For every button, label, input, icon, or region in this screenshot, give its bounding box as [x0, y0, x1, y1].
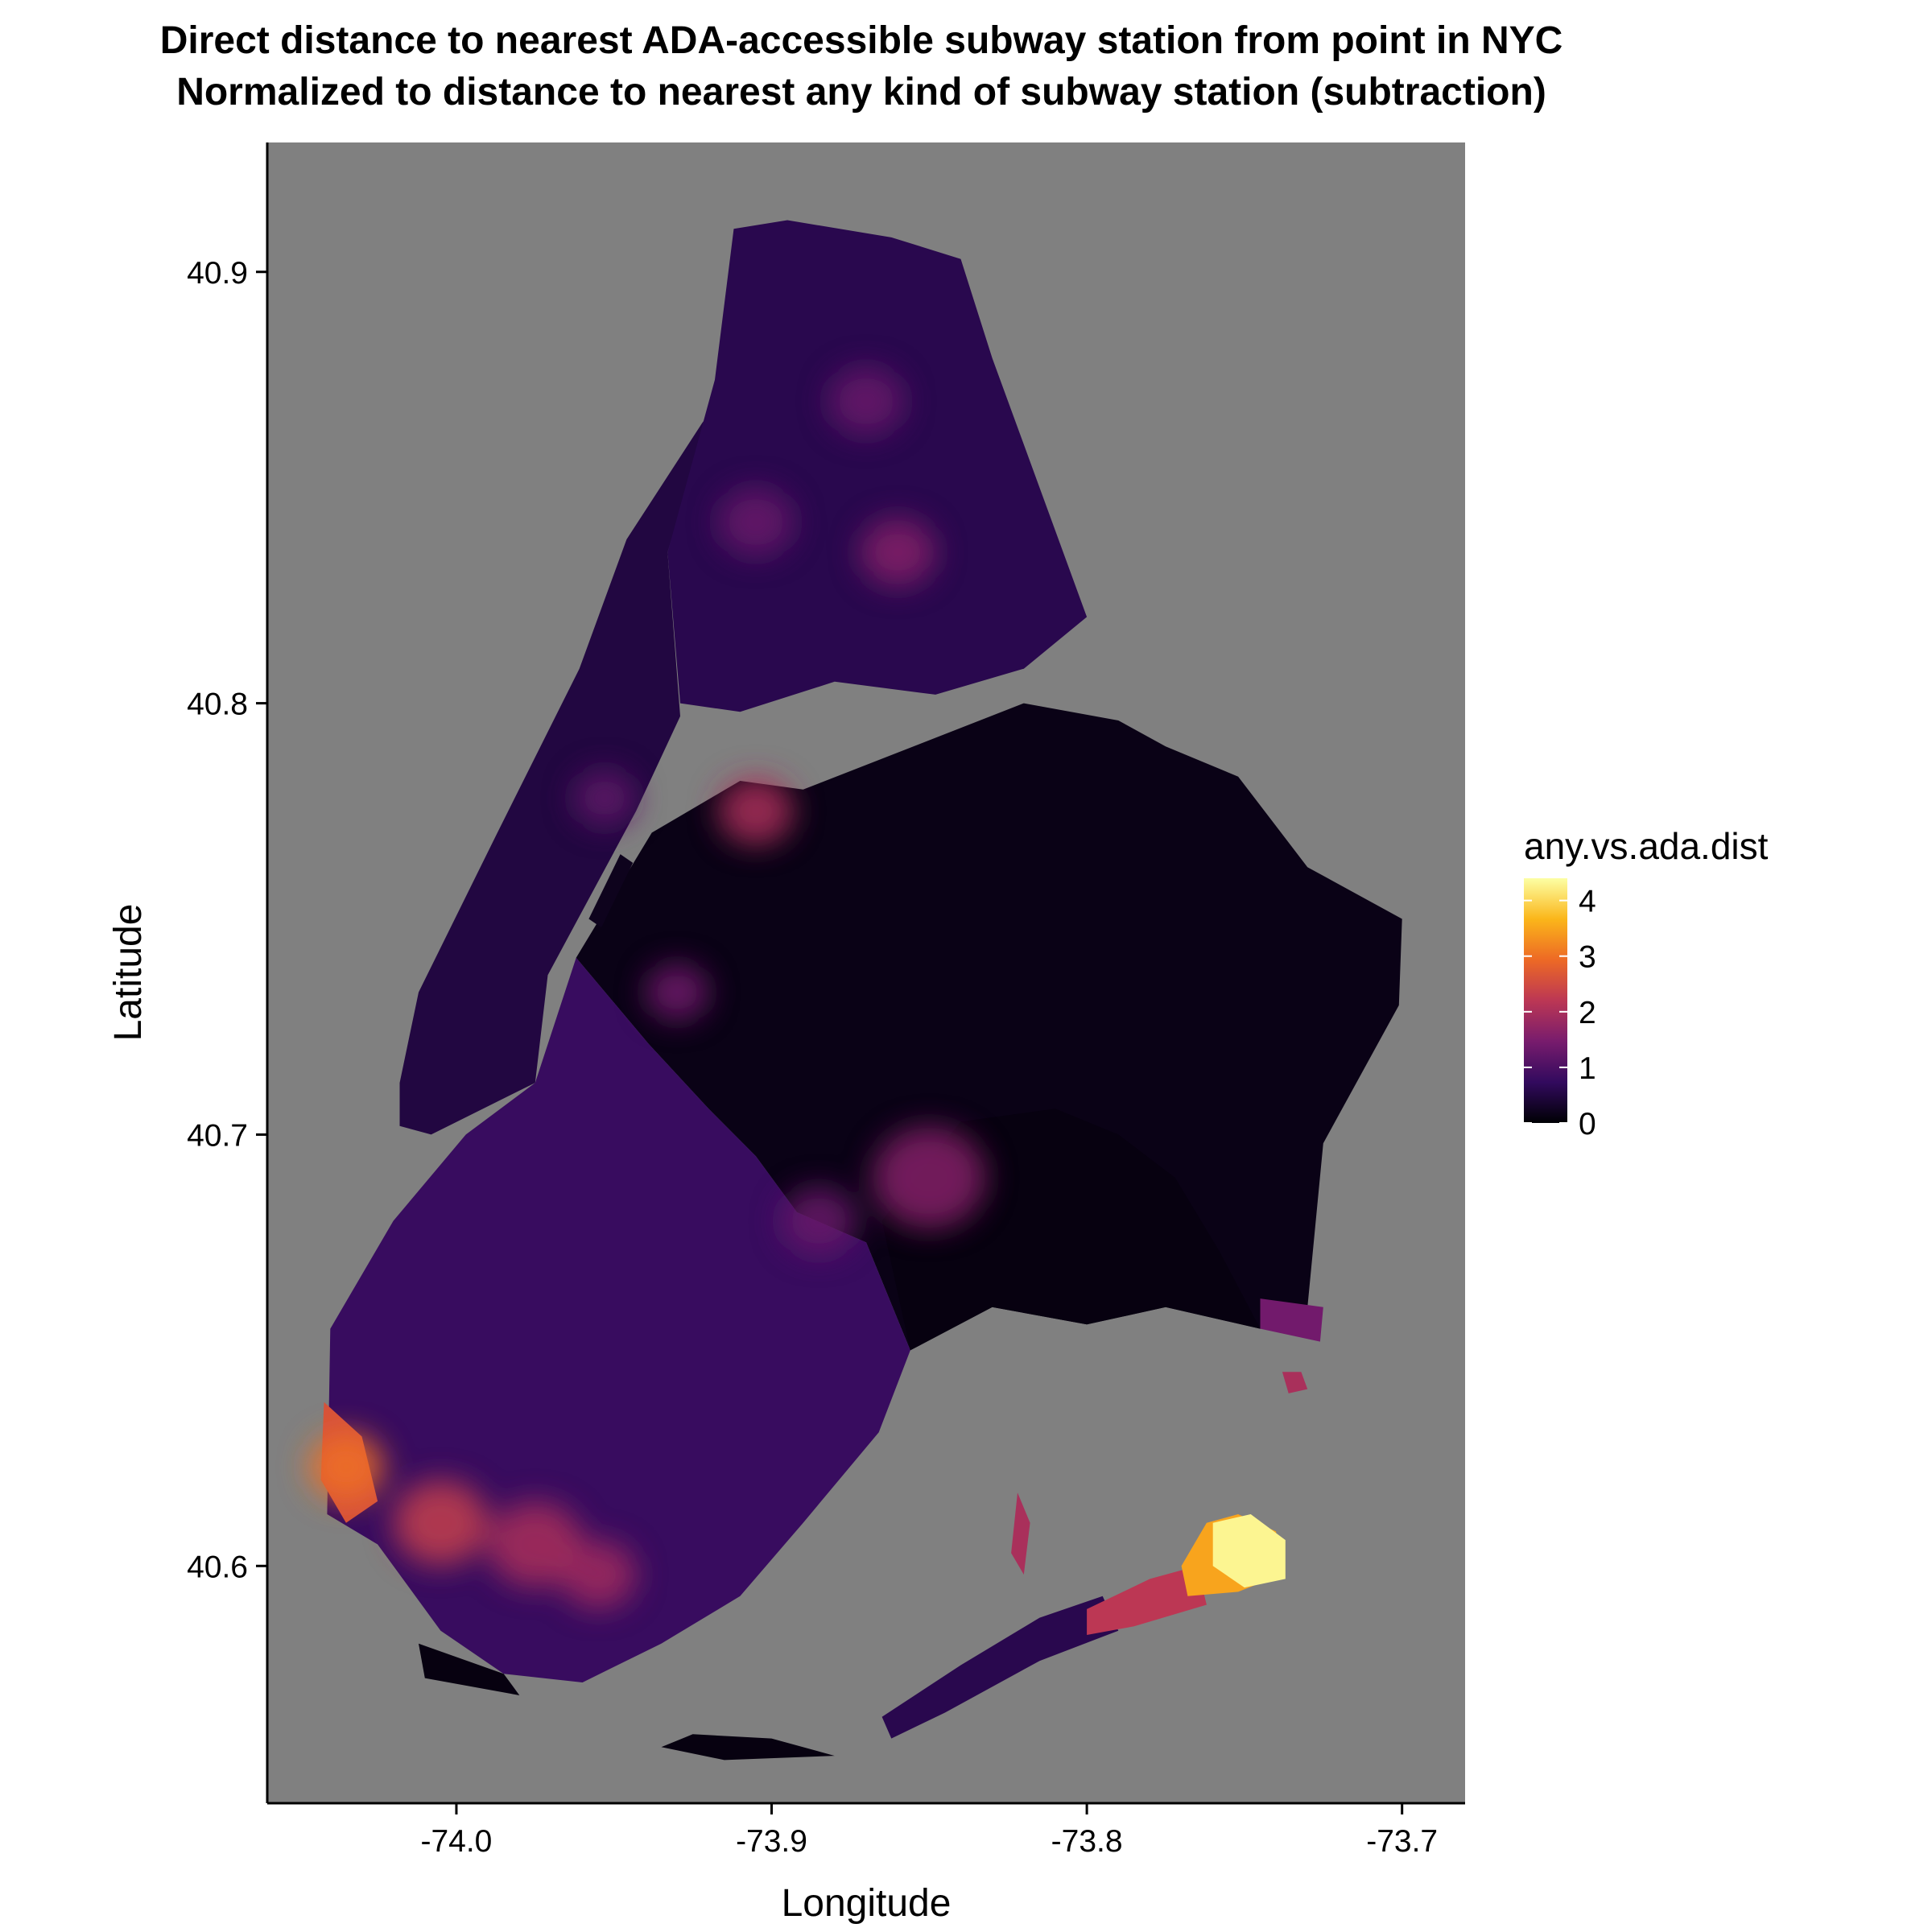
- region-broad-channel: [1011, 1492, 1030, 1575]
- legend-tick-label: 2: [1579, 996, 1596, 1030]
- region-rockaway-west: [881, 1596, 1119, 1739]
- x-axis-title: Longitude: [782, 1882, 952, 1925]
- region-breezy-point: [661, 1734, 835, 1761]
- chart-title: Direct distance to nearest ADA-accessibl…: [160, 19, 1563, 62]
- hotspot-1: [308, 1432, 384, 1501]
- chart-subtitle: Normalized to distance to nearest any ki…: [176, 71, 1546, 114]
- legend-title: any.vs.ada.dist: [1524, 825, 1769, 867]
- y-axis-title: Latitude: [107, 904, 150, 1042]
- hotspot-10: [717, 488, 794, 556]
- hotspot-6: [872, 1126, 986, 1229]
- map-hotspots: [308, 367, 986, 1609]
- region-southeast-queens: [1260, 1298, 1323, 1342]
- legend-tick-label: 3: [1579, 940, 1596, 975]
- x-tick-label: -73.9: [736, 1824, 807, 1859]
- legend: any.vs.ada.dist 0 1 2 3 4: [1524, 825, 1769, 1141]
- x-tick-label: -73.7: [1366, 1824, 1438, 1859]
- y-tick-label: 40.8: [187, 687, 248, 722]
- region-manhattan: [399, 371, 744, 1135]
- hotspot-11: [645, 964, 709, 1021]
- y-tick-label: 40.7: [187, 1118, 248, 1153]
- x-axis-ticks: -74.0 -73.9 -73.8 -73.7: [420, 1803, 1438, 1859]
- y-tick-label: 40.6: [187, 1550, 248, 1584]
- region-queens: [576, 703, 1402, 1351]
- legend-ticks: 0 1 2 3 4: [1524, 885, 1596, 1141]
- region-coney-island: [419, 1643, 520, 1695]
- region-rockaway-middle: [1087, 1566, 1207, 1635]
- legend-tick-label: 4: [1579, 885, 1596, 919]
- hotspot-3: [488, 1501, 583, 1587]
- hotspot-7: [781, 1187, 857, 1255]
- hotspot-5: [717, 777, 794, 845]
- hotspot-9: [828, 367, 904, 436]
- hotspot-8: [860, 518, 936, 587]
- hotspot-12: [572, 770, 637, 827]
- hotspot-4: [560, 1540, 637, 1609]
- legend-colorbar: [1524, 878, 1567, 1123]
- y-tick-label: 40.9: [187, 256, 248, 291]
- region-bronx: [667, 220, 1088, 712]
- legend-tick-label: 1: [1579, 1051, 1596, 1086]
- legend-tick-label: 0: [1579, 1107, 1596, 1141]
- x-tick-label: -74.0: [420, 1824, 492, 1859]
- x-tick-label: -73.8: [1051, 1824, 1123, 1859]
- hotspot-2: [393, 1480, 489, 1566]
- region-howard-beach: [1282, 1372, 1308, 1393]
- region-far-rockaway: [1212, 1514, 1286, 1588]
- region-roosevelt-island: [588, 854, 634, 928]
- y-axis-ticks: 40.6 40.7 40.8 40.9: [187, 256, 267, 1584]
